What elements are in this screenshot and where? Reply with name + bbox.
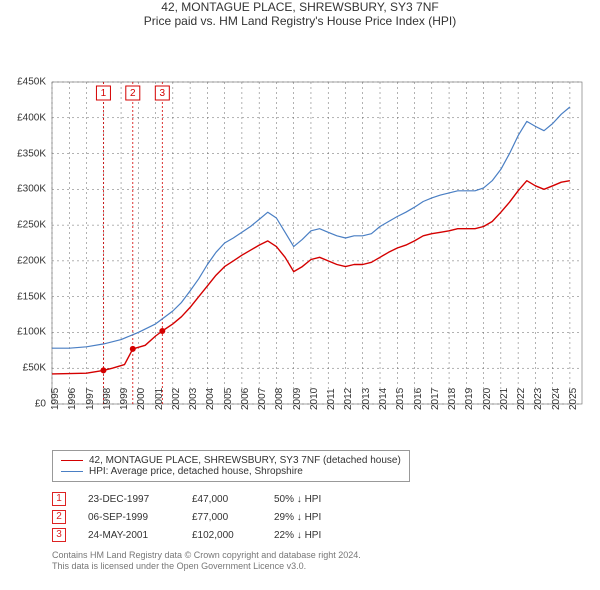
y-axis-tick-label: £50K xyxy=(0,363,46,374)
legend-swatch xyxy=(61,471,83,472)
sale-date: 23-DEC-1997 xyxy=(88,494,170,505)
legend-label: 42, MONTAGUE PLACE, SHREWSBURY, SY3 7NF … xyxy=(89,455,401,466)
footer-line: This data is licensed under the Open Gov… xyxy=(52,561,600,572)
sale-marker-badge: 1 xyxy=(52,492,66,506)
svg-text:3: 3 xyxy=(160,88,166,99)
y-axis-tick-label: £200K xyxy=(0,255,46,266)
sale-date: 06-SEP-1999 xyxy=(88,512,170,523)
sale-price: £47,000 xyxy=(192,494,252,505)
legend-row: 42, MONTAGUE PLACE, SHREWSBURY, SY3 7NF … xyxy=(61,455,401,466)
sale-hpi-delta: 22% ↓ HPI xyxy=(274,530,321,541)
y-axis-tick-label: £150K xyxy=(0,291,46,302)
sale-price: £102,000 xyxy=(192,530,252,541)
y-axis-tick-label: £300K xyxy=(0,184,46,195)
sales-table-row: 3 24-MAY-2001 £102,000 22% ↓ HPI xyxy=(52,526,600,544)
sales-table-row: 1 23-DEC-1997 £47,000 50% ↓ HPI xyxy=(52,490,600,508)
y-axis-tick-label: £350K xyxy=(0,148,46,159)
sale-hpi-delta: 29% ↓ HPI xyxy=(274,512,321,523)
sale-marker-badge: 3 xyxy=(52,528,66,542)
legend-row: HPI: Average price, detached house, Shro… xyxy=(61,466,401,477)
y-axis-tick-label: £450K xyxy=(0,77,46,88)
legend: 42, MONTAGUE PLACE, SHREWSBURY, SY3 7NF … xyxy=(52,450,410,482)
y-axis-tick-label: £100K xyxy=(0,327,46,338)
svg-text:2: 2 xyxy=(130,88,136,99)
sale-price: £77,000 xyxy=(192,512,252,523)
chart-subtitle: Price paid vs. HM Land Registry's House … xyxy=(0,14,600,28)
sale-date: 24-MAY-2001 xyxy=(88,530,170,541)
footer-line: Contains HM Land Registry data © Crown c… xyxy=(52,550,600,561)
legend-swatch xyxy=(61,460,83,461)
y-axis-tick-label: £400K xyxy=(0,112,46,123)
legend-label: HPI: Average price, detached house, Shro… xyxy=(89,466,303,477)
attribution-footer: Contains HM Land Registry data © Crown c… xyxy=(52,550,600,573)
svg-text:1: 1 xyxy=(101,88,107,99)
sale-hpi-delta: 50% ↓ HPI xyxy=(274,494,321,505)
price-chart: 1 2 3 £0 £50K £100K £150K £200K £250K £300K £350K £… xyxy=(0,34,600,446)
sale-marker-badge: 2 xyxy=(52,510,66,524)
chart-title: 42, MONTAGUE PLACE, SHREWSBURY, SY3 7NF xyxy=(0,0,600,14)
sales-table: 1 23-DEC-1997 £47,000 50% ↓ HPI 2 06-SEP-1999… xyxy=(52,490,600,544)
y-axis-tick-label: £0 xyxy=(0,399,46,410)
sales-table-row: 2 06-SEP-1999 £77,000 29% ↓ HPI xyxy=(52,508,600,526)
y-axis-tick-label: £250K xyxy=(0,220,46,231)
